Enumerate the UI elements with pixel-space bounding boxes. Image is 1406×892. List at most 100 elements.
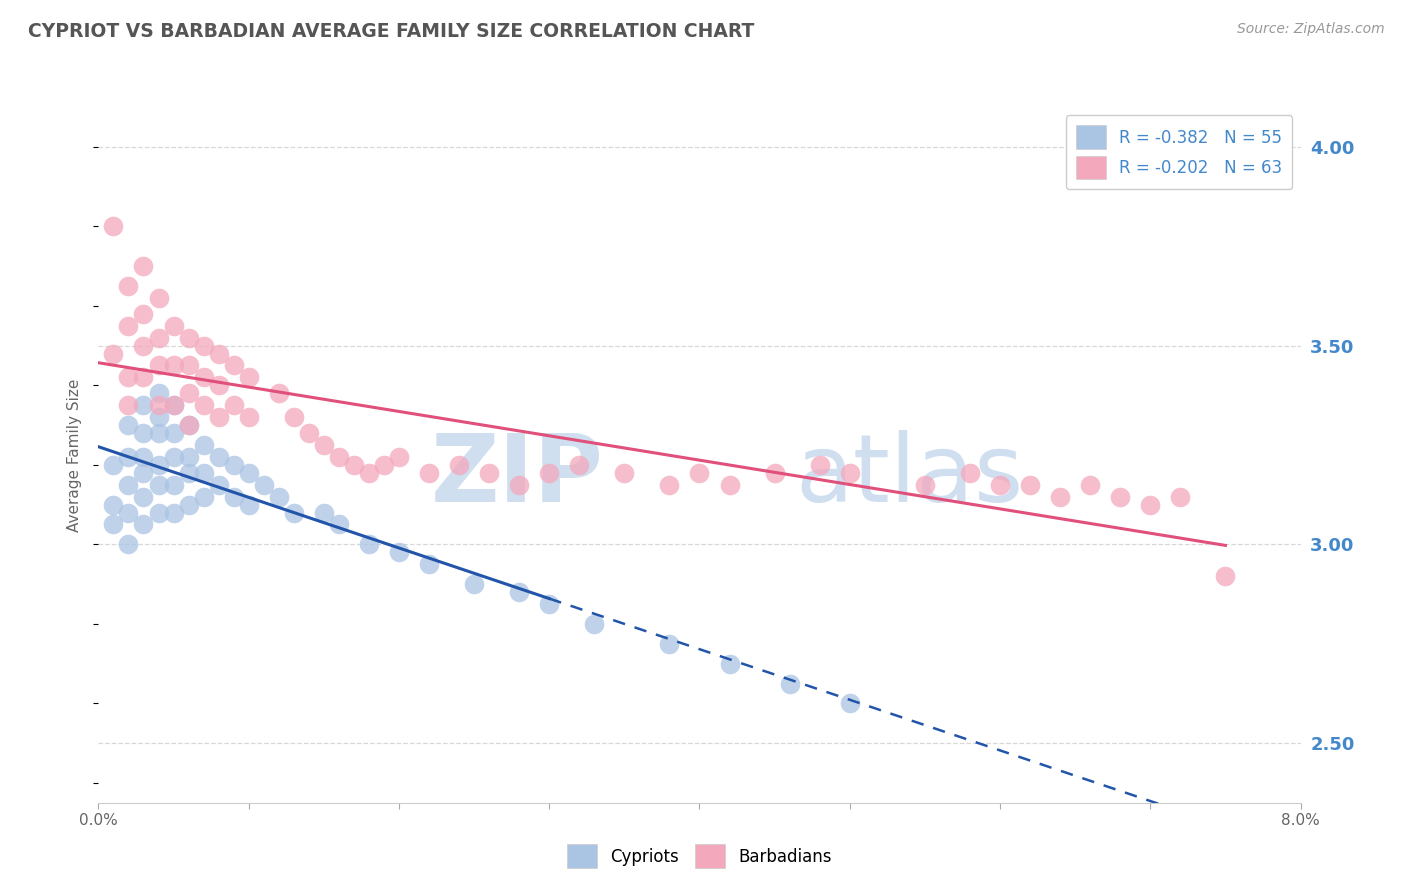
Point bbox=[148, 477, 170, 491]
Point bbox=[568, 458, 591, 472]
Point bbox=[1109, 490, 1132, 504]
Legend: Cypriots, Barbadians: Cypriots, Barbadians bbox=[557, 834, 842, 878]
Point bbox=[117, 370, 139, 384]
Point bbox=[447, 458, 470, 472]
Point bbox=[132, 490, 155, 504]
Point bbox=[148, 425, 170, 440]
Point bbox=[312, 506, 335, 520]
Point bbox=[162, 398, 184, 412]
Point bbox=[117, 418, 139, 433]
Point bbox=[538, 597, 561, 611]
Point bbox=[148, 506, 170, 520]
Point bbox=[132, 425, 155, 440]
Point bbox=[328, 450, 350, 464]
Point bbox=[162, 450, 184, 464]
Point bbox=[357, 466, 380, 480]
Point bbox=[117, 398, 139, 412]
Point bbox=[177, 450, 200, 464]
Point bbox=[103, 346, 125, 360]
Point bbox=[148, 386, 170, 401]
Point bbox=[222, 398, 245, 412]
Point bbox=[148, 359, 170, 373]
Point bbox=[117, 279, 139, 293]
Point bbox=[838, 466, 860, 480]
Point bbox=[193, 338, 215, 352]
Point bbox=[418, 466, 440, 480]
Point bbox=[177, 331, 200, 345]
Point bbox=[162, 425, 184, 440]
Point bbox=[222, 359, 245, 373]
Point bbox=[103, 219, 125, 234]
Point bbox=[162, 359, 184, 373]
Point bbox=[132, 259, 155, 273]
Point bbox=[959, 466, 981, 480]
Point bbox=[838, 697, 860, 711]
Point bbox=[222, 490, 245, 504]
Point bbox=[193, 466, 215, 480]
Point bbox=[388, 545, 411, 559]
Point bbox=[193, 398, 215, 412]
Point bbox=[988, 477, 1011, 491]
Point bbox=[343, 458, 366, 472]
Point bbox=[132, 450, 155, 464]
Point bbox=[208, 410, 231, 425]
Point bbox=[613, 466, 636, 480]
Point bbox=[418, 558, 440, 572]
Point bbox=[283, 410, 305, 425]
Point bbox=[117, 318, 139, 333]
Point bbox=[1139, 498, 1161, 512]
Point bbox=[373, 458, 395, 472]
Point bbox=[283, 506, 305, 520]
Point bbox=[132, 517, 155, 532]
Point bbox=[148, 458, 170, 472]
Point bbox=[298, 425, 321, 440]
Point bbox=[1168, 490, 1191, 504]
Point bbox=[148, 291, 170, 305]
Point bbox=[267, 386, 290, 401]
Point bbox=[478, 466, 501, 480]
Point bbox=[1019, 477, 1042, 491]
Point bbox=[162, 477, 184, 491]
Point bbox=[162, 398, 184, 412]
Point bbox=[1078, 477, 1101, 491]
Point bbox=[193, 438, 215, 452]
Point bbox=[238, 466, 260, 480]
Point bbox=[208, 378, 231, 392]
Text: atlas: atlas bbox=[796, 430, 1024, 522]
Y-axis label: Average Family Size: Average Family Size bbox=[67, 378, 83, 532]
Point bbox=[208, 450, 231, 464]
Point bbox=[1215, 569, 1237, 583]
Point bbox=[538, 466, 561, 480]
Point bbox=[1049, 490, 1071, 504]
Point bbox=[162, 506, 184, 520]
Point bbox=[463, 577, 485, 591]
Point bbox=[177, 359, 200, 373]
Point bbox=[132, 307, 155, 321]
Point bbox=[132, 466, 155, 480]
Point bbox=[718, 657, 741, 671]
Point bbox=[208, 346, 231, 360]
Point bbox=[132, 370, 155, 384]
Point bbox=[193, 370, 215, 384]
Point bbox=[117, 477, 139, 491]
Point bbox=[162, 318, 184, 333]
Point bbox=[117, 506, 139, 520]
Point bbox=[508, 585, 530, 599]
Point bbox=[177, 386, 200, 401]
Point bbox=[148, 331, 170, 345]
Point bbox=[914, 477, 936, 491]
Point bbox=[177, 418, 200, 433]
Point bbox=[103, 498, 125, 512]
Point bbox=[238, 498, 260, 512]
Point bbox=[808, 458, 831, 472]
Point bbox=[148, 398, 170, 412]
Point bbox=[208, 477, 231, 491]
Text: CYPRIOT VS BARBADIAN AVERAGE FAMILY SIZE CORRELATION CHART: CYPRIOT VS BARBADIAN AVERAGE FAMILY SIZE… bbox=[28, 22, 755, 41]
Point bbox=[222, 458, 245, 472]
Point bbox=[357, 537, 380, 551]
Point bbox=[177, 498, 200, 512]
Point bbox=[253, 477, 276, 491]
Point bbox=[238, 410, 260, 425]
Point bbox=[193, 490, 215, 504]
Point bbox=[763, 466, 786, 480]
